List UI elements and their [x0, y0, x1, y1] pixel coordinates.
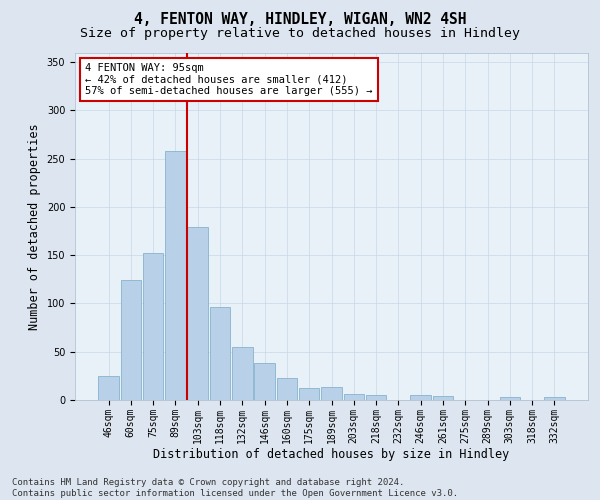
Bar [143, 254, 163, 400]
Bar [277, 378, 297, 400]
Bar [544, 397, 565, 400]
Bar [121, 280, 141, 400]
Bar [433, 396, 453, 400]
Bar [366, 395, 386, 400]
Bar [410, 395, 431, 400]
Text: Contains HM Land Registry data © Crown copyright and database right 2024.
Contai: Contains HM Land Registry data © Crown c… [12, 478, 458, 498]
Text: Size of property relative to detached houses in Hindley: Size of property relative to detached ho… [80, 28, 520, 40]
Y-axis label: Number of detached properties: Number of detached properties [28, 123, 41, 330]
Bar [187, 227, 208, 400]
Bar [321, 388, 342, 400]
Bar [165, 151, 186, 400]
Bar [98, 376, 119, 400]
Text: 4, FENTON WAY, HINDLEY, WIGAN, WN2 4SH: 4, FENTON WAY, HINDLEY, WIGAN, WN2 4SH [134, 12, 466, 28]
Text: 4 FENTON WAY: 95sqm
← 42% of detached houses are smaller (412)
57% of semi-detac: 4 FENTON WAY: 95sqm ← 42% of detached ho… [85, 63, 373, 96]
Bar [299, 388, 319, 400]
Bar [500, 397, 520, 400]
Bar [232, 347, 253, 400]
Bar [254, 364, 275, 400]
Bar [210, 308, 230, 400]
Bar [344, 394, 364, 400]
X-axis label: Distribution of detached houses by size in Hindley: Distribution of detached houses by size … [154, 448, 509, 462]
